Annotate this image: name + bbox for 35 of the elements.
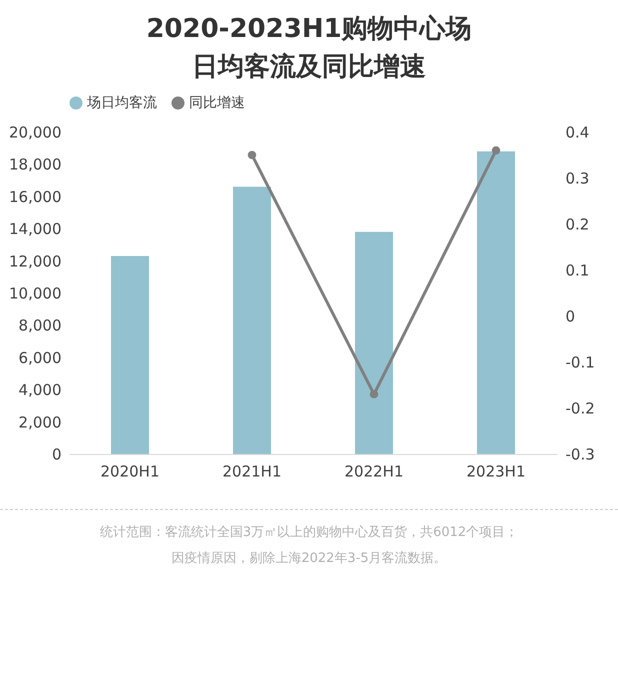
legend-label: 场日均客流 [86, 95, 157, 111]
y2-tick-label: -0.1 [566, 354, 595, 372]
y-tick-label: 12,000 [9, 252, 62, 270]
x-tick-label: 2023H1 [466, 462, 526, 480]
y-tick-label: 10,000 [9, 284, 62, 302]
legend-label: 同比增速 [189, 95, 245, 111]
y-tick-label: 0 [52, 446, 62, 464]
text: 因疫情原因，剔除上海2022年3-5月客流数据。 [170, 550, 448, 568]
y-tick-label: 20,000 [9, 124, 62, 142]
x-tick-label: 2021H1 [222, 462, 282, 480]
x-tick-label: 2020H1 [100, 462, 160, 480]
y-tick-label: 2,000 [18, 413, 62, 432]
bar [233, 186, 271, 454]
chart-title: 2020-2023H1购物中心场日均客流及同比增速 [145, 13, 473, 84]
y2-tick-label: 0.4 [566, 124, 590, 142]
y2-tick-label: 0.2 [566, 216, 590, 234]
bar [355, 232, 393, 454]
y2-tick-label: 0.1 [566, 262, 590, 280]
y2-tick-label: 0 [566, 308, 576, 326]
y2-tick-label: -0.3 [566, 446, 595, 464]
y-tick-label: 16,000 [9, 188, 62, 206]
point [248, 150, 256, 160]
y-tick-label: 18,000 [9, 156, 62, 174]
y-tick-label: 14,000 [9, 220, 62, 238]
y2-tick-label: -0.2 [566, 400, 595, 418]
text: 统计范围：客流统计全国3万㎡以上的购物中心及百货，共6012个项目； [98, 524, 520, 542]
bar [111, 256, 149, 454]
y2-tick-label: 0.3 [566, 170, 590, 188]
bar [477, 151, 515, 454]
point [370, 390, 378, 398]
y-tick-label: 6,000 [18, 348, 62, 367]
x-tick-label: 2022H1 [344, 462, 404, 480]
point [492, 146, 500, 155]
y-tick-label: 4,000 [18, 381, 62, 400]
y-tick-label: 8,000 [18, 316, 62, 335]
